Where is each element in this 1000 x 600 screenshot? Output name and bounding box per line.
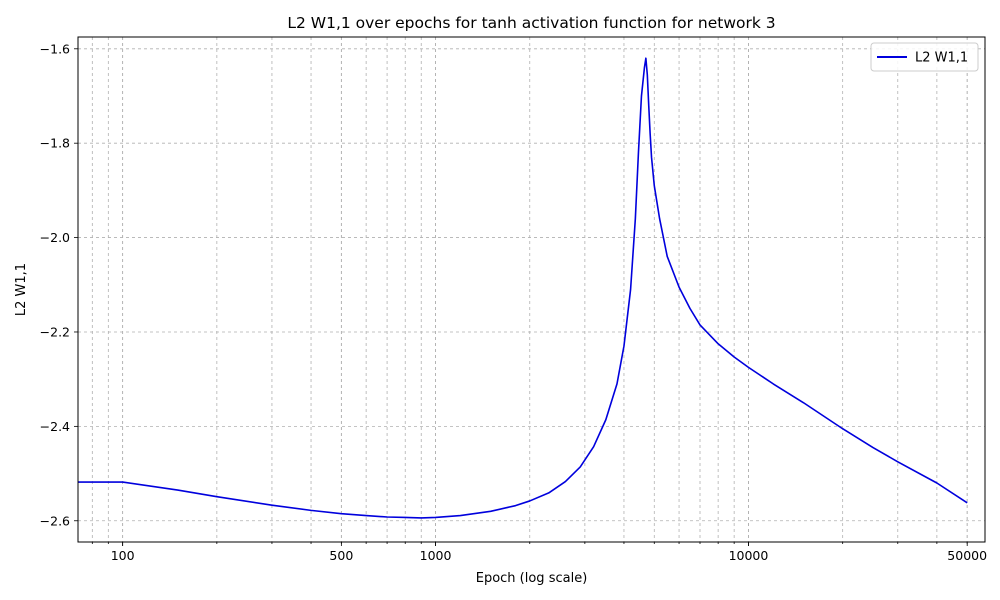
- y-tick-label: −2.0: [40, 230, 70, 245]
- plot-frame: [77, 36, 986, 543]
- x-tick-label: 1000: [420, 548, 452, 563]
- legend: L2 W1,1: [870, 42, 979, 72]
- y-tick-label: −1.8: [40, 136, 70, 151]
- y-tick-label: −2.4: [40, 419, 70, 434]
- axis-ticks: 100 500 1000 10000 50000 −1.6 −1.8 −2.0 −2.2 −2.4…: [40, 41, 987, 563]
- y-axis-label: L2 W1,1: [14, 263, 29, 316]
- series-line: [78, 57, 968, 519]
- x-tick-label: 500: [329, 548, 353, 563]
- x-tick-label: 100: [111, 548, 135, 563]
- x-axis-label: Epoch (log scale): [476, 571, 588, 586]
- legend-label: L2 W1,1: [915, 51, 968, 66]
- y-tick-label: −2.2: [40, 324, 70, 339]
- y-tick-label: −2.6: [40, 513, 70, 528]
- y-tick-label: −1.6: [40, 41, 70, 56]
- x-tick-label: 50000: [947, 548, 987, 563]
- chart-title: L2 W1,1 over epochs for tanh activation …: [287, 14, 775, 32]
- x-tick-label: 10000: [729, 548, 769, 563]
- grid: [78, 37, 985, 542]
- legend-box: [870, 42, 979, 72]
- series-layer: [78, 57, 968, 519]
